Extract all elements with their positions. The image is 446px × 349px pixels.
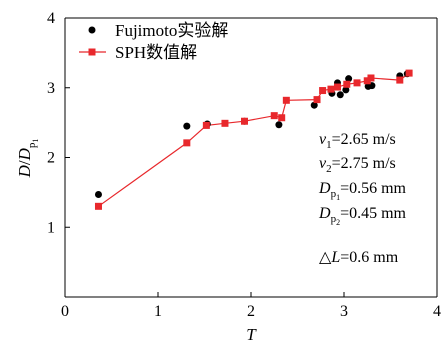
annotation-v1-sub: 1 (326, 139, 332, 151)
series-markers (94, 69, 413, 210)
fujimoto-point-10 (342, 86, 350, 94)
y-tick-label-1: 1 (47, 219, 55, 236)
annotation-v1-value: =2.65 m/s (332, 131, 396, 148)
annotation-deltaL-var: L (330, 249, 340, 266)
x-tick-label-4: 4 (433, 303, 441, 320)
fujimoto-point-11 (345, 75, 353, 83)
sph-point-9 (313, 96, 321, 104)
sph-point-10 (319, 87, 327, 95)
y-tick-label-3: 3 (47, 80, 55, 97)
sph-point-3 (202, 121, 210, 129)
annotation-dp1-sub: p (331, 188, 337, 200)
sph-point-16 (367, 74, 375, 82)
annotation-deltaL-value: =0.6 mm (340, 249, 398, 266)
sph-point-12 (333, 83, 341, 91)
annotation-dp2-var: D (318, 205, 331, 222)
sph-point-17 (396, 76, 404, 84)
legend-marker-sph (88, 48, 96, 56)
sph-point-8 (282, 96, 290, 104)
annotation-dp1-value: =0.56 mm (340, 180, 406, 197)
tick-labels: 0 1 2 3 4 1 2 3 4 (47, 10, 441, 320)
sph-point-15 (363, 77, 371, 85)
fujimoto-point-6 (310, 101, 318, 109)
fujimoto-point-2 (183, 122, 191, 130)
sph-point-11 (327, 85, 335, 93)
annotation-deltaL-prefix: △ (319, 249, 332, 266)
parameter-annotations: v1=2.65 m/s v2=2.75 m/s Dp1=0.56 mm Dp2=… (318, 131, 407, 266)
annotation-dp2-subsub: 2 (336, 218, 340, 227)
sph-point-6 (270, 112, 278, 120)
x-axis-title: T (246, 325, 257, 344)
y-axis-title-p: p (26, 142, 38, 148)
x-tick-label-1: 1 (154, 303, 162, 320)
y-axis-title-slash: / (15, 160, 34, 165)
sph-point-5 (240, 117, 248, 125)
annotation-dp1: Dp1=0.56 mm (318, 180, 407, 202)
annotation-v1: v1=2.65 m/s (319, 131, 396, 151)
sph-point-2 (183, 139, 191, 147)
legend-label-fujimoto: Fujimoto实验解 (115, 21, 228, 40)
sph-point-1 (94, 202, 102, 210)
annotation-v2-var: v (319, 155, 327, 172)
annotation-deltaL: △L=0.6 mm (319, 249, 399, 266)
y-axis-title-1: 1 (31, 139, 40, 143)
sph-point-4 (221, 119, 229, 127)
fujimoto-point-9 (336, 91, 344, 99)
fujimoto-point-1 (94, 190, 102, 198)
sph-point-18 (405, 69, 413, 77)
y-tick-label-2: 2 (47, 150, 55, 167)
legend: Fujimoto实验解 SPH数值解 (79, 21, 228, 62)
fujimoto-point-5 (275, 121, 283, 129)
axis-ticks (64, 17, 438, 297)
y-axis-title-D: D (15, 164, 34, 178)
y-axis-title: D/Dp1 (15, 139, 40, 179)
annotation-v2-value: =2.75 m/s (332, 155, 396, 172)
y-axis-title-text: D/Dp1 (15, 139, 40, 179)
sph-point-7 (278, 114, 286, 122)
sph-point-13 (343, 80, 351, 88)
annotation-dp2-sub: p (331, 213, 337, 225)
annotation-v2: v2=2.75 m/s (319, 155, 396, 175)
annotation-dp1-var: D (318, 180, 331, 197)
annotation-v2-sub: 2 (326, 163, 332, 175)
y-axis-title-Dp: D (15, 147, 34, 161)
annotation-dp2-value: =0.45 mm (340, 205, 406, 222)
legend-marker-fujimoto (88, 26, 96, 34)
y-tick-label-4: 4 (47, 10, 55, 27)
legend-label-sph: SPH数值解 (115, 43, 197, 62)
annotation-dp1-subsub: 1 (336, 193, 340, 202)
x-tick-label-0: 0 (61, 303, 69, 320)
annotation-v1-var: v (319, 131, 327, 148)
sph-point-14 (353, 79, 361, 87)
x-tick-label-3: 3 (340, 303, 348, 320)
annotation-dp2: Dp2=0.45 mm (318, 205, 407, 227)
x-tick-label-2: 2 (247, 303, 255, 320)
